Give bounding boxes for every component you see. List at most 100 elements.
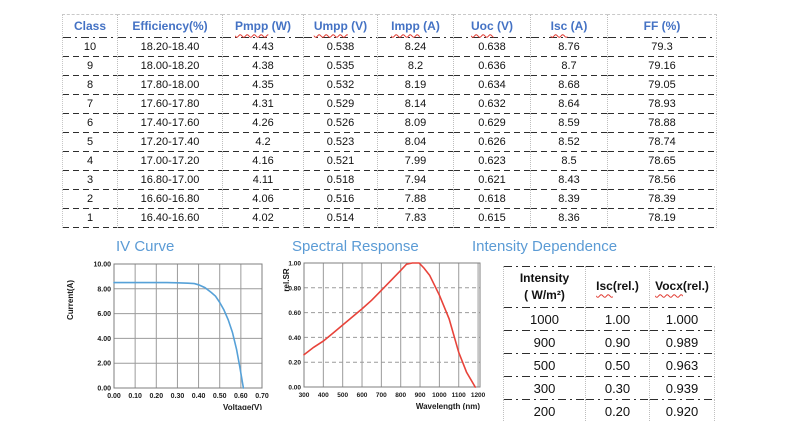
isc-cell: 8.52 <box>530 132 608 152</box>
impp-cell: 8.19 <box>377 75 454 95</box>
umpp-cell: 0.523 <box>303 132 378 152</box>
table-row: 5 17.20-17.40 4.2 0.523 8.04 0.626 8.52 78.74 <box>62 132 717 152</box>
isc-cell: 8.59 <box>530 113 608 133</box>
y-tick-label: 0.00 <box>97 386 111 393</box>
impp-cell: 7.88 <box>377 189 454 209</box>
col-header-impp: Impp (A) <box>377 14 454 38</box>
class-cell: 10 <box>62 37 118 57</box>
col-header-isc-wavy: Isc <box>550 19 568 34</box>
x-tick-label: 400 <box>318 392 329 399</box>
table-row: 7 17.60-17.80 4.31 0.529 8.14 0.632 8.64 78.93 <box>62 94 717 114</box>
uoc-cell: 0.618 <box>453 189 531 209</box>
col-header-isc-rel-text: (rel.) <box>612 279 639 294</box>
x-tick-label: 0.10 <box>128 393 142 400</box>
uoc-cell: 0.621 <box>453 170 531 190</box>
spectral-response-chart: 0.00 0.20 0.40 0.60 0.80 1.00 300 400 500 600 700 8… <box>283 261 486 411</box>
col-header-pmpp-wavy: Pmpp <box>235 19 269 34</box>
pmpp-cell: 4.26 <box>222 113 304 133</box>
x-tick-label: 600 <box>357 392 368 399</box>
isc-cell: 8.7 <box>530 56 608 76</box>
col-header-pmpp-text: (W) <box>268 19 291 34</box>
impp-cell: 8.24 <box>377 37 454 57</box>
col-header-voc-rel-wavy: Vocx <box>655 279 683 294</box>
x-tick-label: 500 <box>337 392 348 399</box>
y-tick-label: 0.80 <box>288 285 301 292</box>
table-row: 10 18.20-18.40 4.43 0.538 8.24 0.638 8.76 79.3 <box>62 37 717 57</box>
spectral-response-title: Spectral Response <box>292 238 419 255</box>
iv-curve-title: IV Curve <box>116 238 175 255</box>
iv-curve-chart: 0.00 2.00 4.00 6.00 8.00 10.00 0.00 0.10 0.20 0.3… <box>66 262 269 411</box>
x-tick-label: 0.00 <box>107 393 121 400</box>
efficiency-cell: 17.00-17.20 <box>117 151 223 171</box>
efficiency-cell: 16.60-16.80 <box>117 189 223 209</box>
y-tick-label: 0.20 <box>288 360 301 367</box>
impp-cell: 7.99 <box>377 151 454 171</box>
impp-cell: 8.14 <box>377 94 454 114</box>
table-row: 2 16.60-16.80 4.06 0.516 7.88 0.618 8.39 78.39 <box>62 189 717 209</box>
x-tick-label: 0.70 <box>255 393 269 400</box>
plot-border <box>113 263 263 389</box>
isc-cell: 8.68 <box>530 75 608 95</box>
ff-cell: 79.16 <box>607 56 717 76</box>
x-tick-label: 300 <box>299 392 310 399</box>
col-header-class-text: Class <box>73 19 107 34</box>
plot-border <box>303 262 481 388</box>
ff-cell: 78.39 <box>607 189 717 209</box>
umpp-cell: 0.521 <box>303 151 378 171</box>
uoc-cell: 0.623 <box>453 151 531 171</box>
intensity-dependence-title: Intensity Dependence <box>472 238 618 255</box>
class-cell: 5 <box>62 132 118 152</box>
x-tick-label: 1200 <box>471 392 486 399</box>
class-cell: 2 <box>62 189 118 209</box>
intensity-cell: 200 <box>503 400 586 421</box>
intensity-cell: 1000 <box>503 308 586 331</box>
uoc-cell: 0.626 <box>453 132 531 152</box>
uoc-cell: 0.632 <box>453 94 531 114</box>
pmpp-cell: 4.11 <box>222 170 304 190</box>
col-header-intensity: Intensity ( W/m²) <box>503 266 586 308</box>
col-header-impp-text: (A) <box>419 19 440 34</box>
y-tick-label: 10.00 <box>93 262 111 269</box>
isc-rel-cell: 0.30 <box>585 377 650 400</box>
pmpp-cell: 4.02 <box>222 208 304 228</box>
pmpp-cell: 4.06 <box>222 189 304 209</box>
intensity-table: Intensity ( W/m²) Isc(rel.) Vocx(rel.) 1… <box>503 266 715 421</box>
isc-cell: 8.39 <box>530 189 608 209</box>
col-header-ff-text: FF (%) <box>643 19 681 34</box>
isc-cell: 8.64 <box>530 94 608 114</box>
col-header-voc-rel: Vocx(rel.) <box>649 266 715 308</box>
ff-cell: 79.3 <box>607 37 717 57</box>
impp-cell: 7.94 <box>377 170 454 190</box>
y-tick-label: 4.00 <box>97 336 111 343</box>
impp-cell: 8.04 <box>377 132 454 152</box>
col-header-uoc-wavy: Uoc <box>470 19 494 34</box>
ff-cell: 79.05 <box>607 75 717 95</box>
col-header-impp-wavy: Impp <box>391 19 420 34</box>
ff-cell: 78.74 <box>607 132 717 152</box>
y-tick-label: 1.00 <box>288 261 301 268</box>
y-tick-label: 2.00 <box>97 361 111 368</box>
isc-cell: 8.5 <box>530 151 608 171</box>
pmpp-cell: 4.2 <box>222 132 304 152</box>
col-header-intensity-line2: ( W/m²) <box>524 288 565 302</box>
ff-cell: 78.93 <box>607 94 717 114</box>
isc-rel-cell: 0.90 <box>585 331 650 354</box>
table-row: 300 0.30 0.939 <box>503 377 715 400</box>
ff-cell: 78.65 <box>607 151 717 171</box>
pmpp-cell: 4.31 <box>222 94 304 114</box>
efficiency-cell: 17.40-17.60 <box>117 113 223 133</box>
class-cell: 6 <box>62 113 118 133</box>
y-axis-label: rel.SR <box>283 268 291 291</box>
umpp-cell: 0.518 <box>303 170 378 190</box>
uoc-cell: 0.636 <box>453 56 531 76</box>
class-cell: 4 <box>62 151 118 171</box>
class-table-header-row: Class Efficiency(%) Pmpp (W) Umpp (V) Im… <box>62 14 717 38</box>
ff-cell: 78.56 <box>607 170 717 190</box>
x-axis-label: Voltage(V) <box>223 403 262 410</box>
umpp-cell: 0.529 <box>303 94 378 114</box>
curve-line <box>303 262 476 388</box>
umpp-cell: 0.535 <box>303 56 378 76</box>
ff-cell: 78.88 <box>607 113 717 133</box>
uoc-cell: 0.638 <box>453 37 531 57</box>
